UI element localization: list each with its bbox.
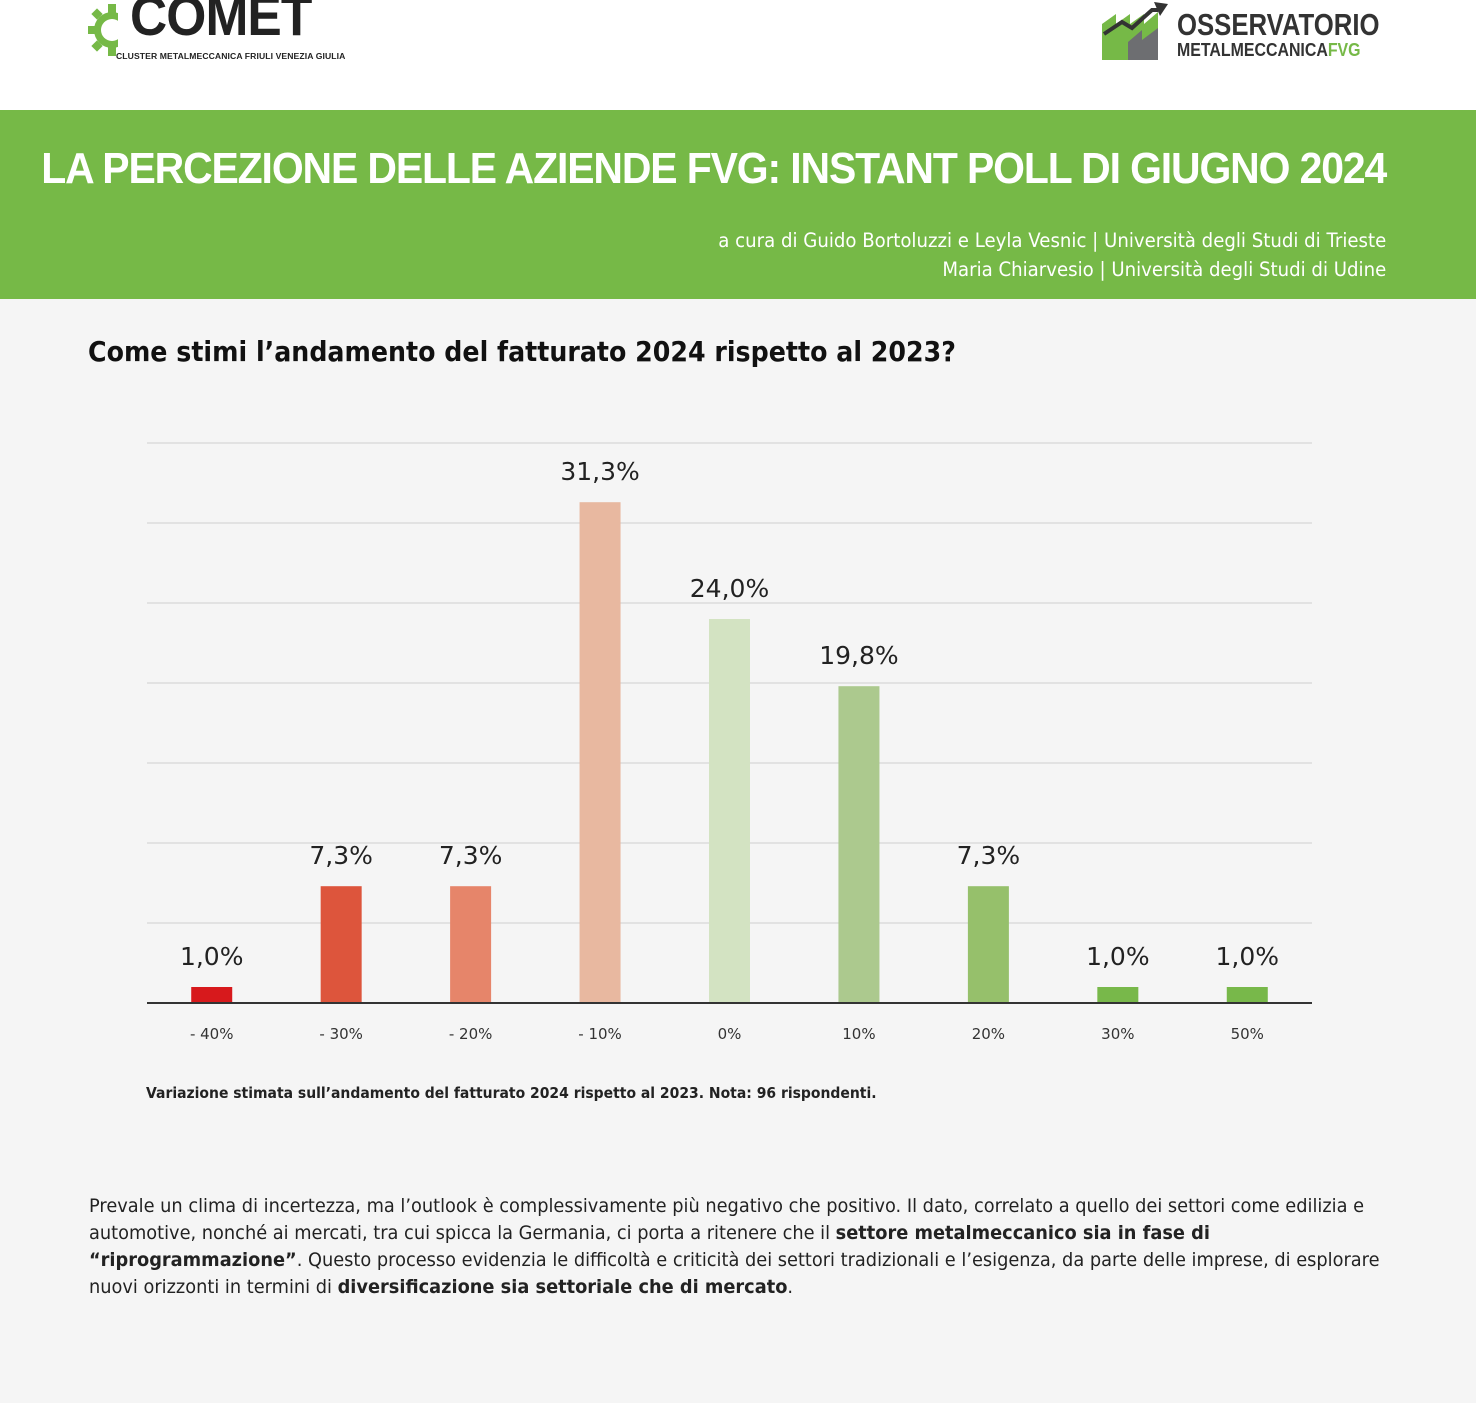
osservatorio-title: OSSERVATORIO: [1177, 7, 1380, 42]
body-paragraph: Prevale un clima di incertezza, ma l’out…: [89, 1193, 1389, 1301]
osservatorio-subtitle-accent: FVG: [1327, 39, 1361, 60]
x-tick-label: 30%: [1101, 1025, 1134, 1043]
top-header: COMET CLUSTER METALMECCANICA FRIULI VENE…: [0, 0, 1476, 110]
bar: [579, 502, 621, 1003]
chart-bars: [191, 502, 1268, 1003]
x-tick-label: 10%: [842, 1025, 875, 1043]
x-tick-label: - 40%: [190, 1025, 234, 1043]
bar-value-label: 1,0%: [180, 942, 244, 971]
bar-value-label: 1,0%: [1216, 942, 1280, 971]
bar: [967, 886, 1009, 1003]
body-text-1: Prevale un clima di incertezza, ma l’out…: [89, 1195, 1365, 1244]
bar: [709, 619, 750, 1003]
x-tick-label: 0%: [718, 1025, 742, 1043]
bar-value-label: 24,0%: [690, 574, 769, 603]
bar: [320, 886, 362, 1003]
bar-value-label: 7,3%: [439, 841, 503, 870]
banner-credits: a cura di Guido Bortoluzzi e Leyla Vesni…: [718, 226, 1386, 284]
x-tick-label: 20%: [972, 1025, 1005, 1043]
credit-line-2: Maria Chiarvesio | Università degli Stud…: [942, 258, 1386, 281]
chart-caption: Variazione stimata sull’andamento del fa…: [146, 1084, 877, 1102]
title-banner: LA PERCEZIONE DELLE AZIENDE FVG: INSTANT…: [0, 110, 1476, 299]
body-bold-1: settore metalmeccanico sia in fase di “r…: [89, 1222, 1210, 1271]
bar: [1097, 987, 1139, 1003]
banner-title: LA PERCEZIONE DELLE AZIENDE FVG: INSTANT…: [41, 144, 1387, 193]
chart-value-labels: 1,0% 7,3% 7,3% 31,3% 24,0% 19,8% 7,3% 1,0% 1,0%: [180, 457, 1279, 971]
bar-value-label: 1,0%: [1086, 942, 1150, 971]
x-tick-label: - 20%: [449, 1025, 493, 1043]
osservatorio-subtitle: METALMECCANICAFVG: [1177, 40, 1361, 60]
factory-growth-icon: [1102, 2, 1168, 60]
chart-x-labels: - 40% - 30% - 20% - 10% 0% 10% 20% 30% 50%: [190, 1025, 1264, 1043]
chart-question: Come stimi l’andamento del fatturato 202…: [88, 336, 956, 368]
bar-value-label: 7,3%: [309, 841, 373, 870]
bar: [838, 686, 880, 1003]
x-tick-label: - 10%: [578, 1025, 622, 1043]
comet-wordmark: COMET: [130, 0, 312, 47]
bar: [1226, 987, 1268, 1003]
osservatorio-subtitle-main: METALMECCANICA: [1177, 39, 1328, 60]
bar: [450, 886, 492, 1003]
osservatorio-logo: OSSERVATORIO METALMECCANICAFVG: [1100, 0, 1400, 70]
comet-logo: COMET CLUSTER METALMECCANICA FRIULI VENE…: [88, 0, 348, 62]
x-tick-label: - 30%: [319, 1025, 363, 1043]
bar: [191, 987, 233, 1003]
bar-value-label: 7,3%: [957, 841, 1021, 870]
body-text-2: . Questo processo evidenzia le difficolt…: [89, 1249, 1380, 1298]
body-text-3: .: [787, 1276, 794, 1298]
comet-subtitle: CLUSTER METALMECCANICA FRIULI VENEZIA GI…: [116, 51, 346, 61]
body-bold-2: diversificazione sia settoriale che di m…: [337, 1276, 788, 1298]
x-tick-label: 50%: [1231, 1025, 1264, 1043]
gear-icon: [88, 0, 138, 62]
bar-value-label: 31,3%: [560, 457, 639, 486]
bar-value-label: 19,8%: [819, 641, 898, 670]
credit-line-1: a cura di Guido Bortoluzzi e Leyla Vesni…: [718, 229, 1386, 252]
